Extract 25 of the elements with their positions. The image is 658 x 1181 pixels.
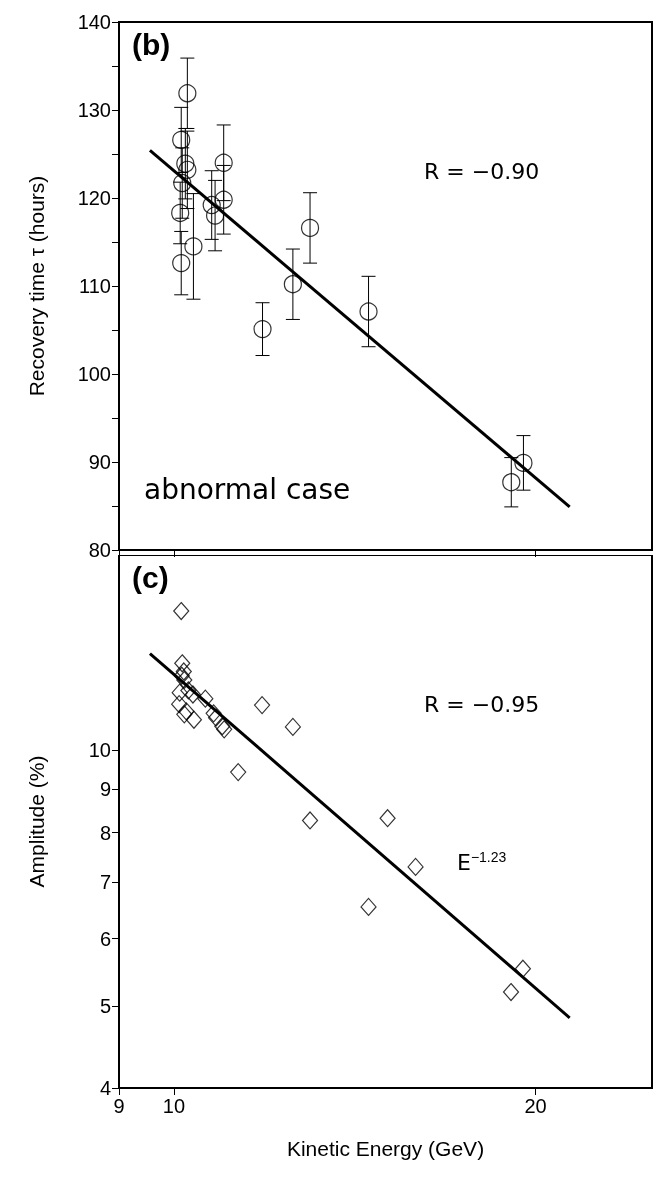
y-tick-label: 10 [88, 739, 111, 762]
y-tick-label: 6 [99, 927, 111, 950]
chart-title: (b) [132, 27, 171, 61]
y-tick-label: 100 [77, 363, 111, 385]
annotation: abnormal case [144, 472, 351, 506]
y-tick-label: 9 [99, 778, 111, 801]
y-tick-label: 4 [99, 1077, 111, 1099]
y-tick-label: 5 [99, 994, 111, 1017]
y-tick-label: 90 [88, 451, 111, 473]
y-tick-label: 7 [99, 870, 111, 893]
y-axis-title: Amplitude (%) [25, 755, 48, 888]
x-tick-label: 20 [524, 1095, 547, 1117]
y-tick-label: 8 [99, 821, 111, 844]
x-axis-title: Kinetic Energy (GeV) [286, 1137, 485, 1160]
y-tick-label: 110 [79, 275, 111, 297]
y-tick-label: 80 [88, 539, 111, 561]
y-tick-label: 140 [77, 11, 111, 33]
x-tick-label: 9 [113, 1095, 125, 1117]
y-axis-title: Recovery time τ (hours) [25, 175, 48, 397]
y-tick-label: 120 [77, 187, 111, 209]
annotation: R = −0.95 [424, 691, 540, 717]
y-tick-label: 130 [77, 99, 111, 121]
x-tick-label: 10 [162, 1095, 186, 1117]
annotation: R = −0.90 [424, 158, 540, 184]
chart-title: (c) [132, 560, 169, 594]
